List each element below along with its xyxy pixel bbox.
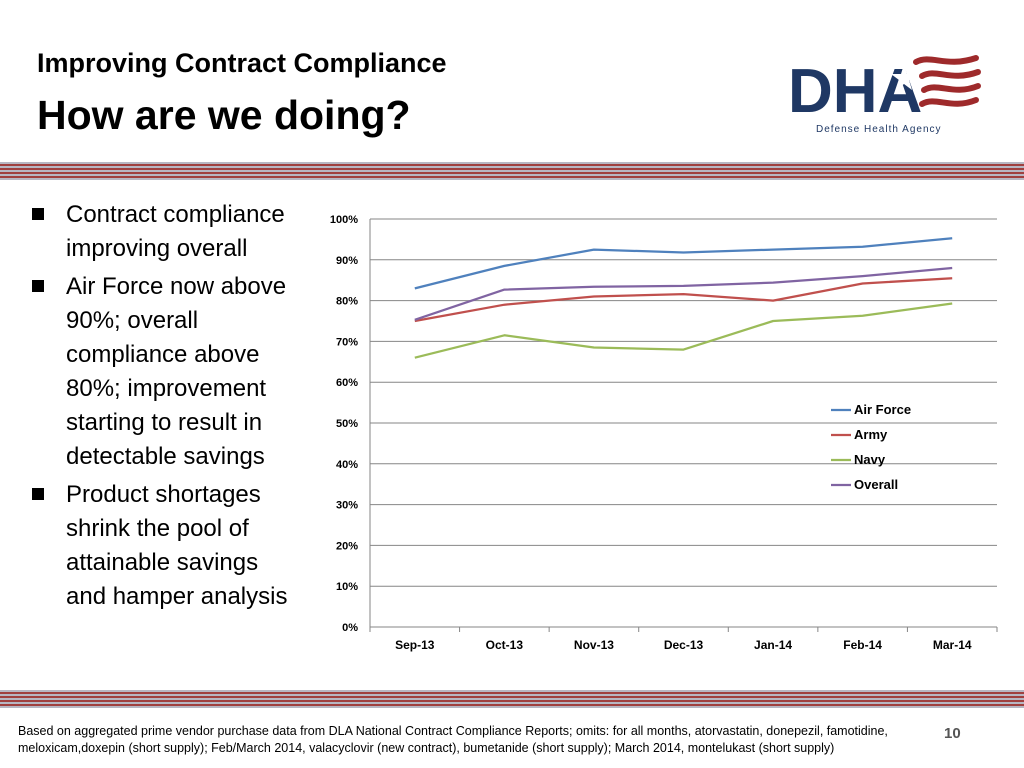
bullet-square-icon (32, 488, 44, 500)
footnote: Based on aggregated prime vendor purchas… (18, 724, 888, 755)
bullet-item: Contract compliance improving overall (30, 198, 295, 266)
header-divider-band (0, 162, 1024, 180)
y-tick-label: 80% (336, 296, 358, 308)
series-line-army (414, 277, 953, 323)
x-tick-label: Dec-13 (664, 638, 704, 652)
y-tick-label: 90% (336, 255, 358, 267)
bullet-square-icon (32, 280, 44, 292)
y-tick-label: 30% (336, 500, 358, 512)
logo-letters: DHA (788, 57, 922, 126)
x-tick-label: Sep-13 (395, 638, 435, 652)
series-line-air-force (414, 237, 953, 290)
legend-label: Air Force (854, 402, 911, 417)
slide-title: Improving Contract Compliance (37, 48, 447, 78)
y-tick-label: 70% (336, 336, 358, 348)
logo-flag-stripes (913, 55, 981, 107)
x-tick-label: Feb-14 (843, 638, 882, 652)
x-tick-label: Nov-13 (574, 638, 614, 652)
page-number: 10 (944, 725, 961, 742)
y-tick-label: 0% (342, 622, 358, 634)
x-tick-label: Mar-14 (933, 638, 972, 652)
y-tick-label: 50% (336, 418, 358, 430)
logo-tagline: Defense Health Agency (816, 124, 942, 135)
legend-label: Army (854, 427, 888, 442)
dha-logo: DHA Defense Health Agency (788, 55, 981, 135)
legend-label: Navy (854, 452, 886, 467)
compliance-line-chart: 0% 10% 20% 30% 40% 50% 60% 70% 80% 90% 100% Sep-13 O… (330, 214, 998, 652)
y-tick-label: 60% (336, 377, 358, 389)
y-tick-label: 10% (336, 581, 358, 593)
bullet-list: Contract compliance improving overall Ai… (30, 198, 295, 618)
y-tick-label: 40% (336, 459, 358, 471)
series-line-overall (414, 266, 953, 321)
series-line-navy (414, 302, 953, 359)
bullet-square-icon (32, 208, 44, 220)
bullet-text: Air Force now above 90%; overall complia… (66, 273, 287, 470)
y-tick-label: 100% (330, 214, 358, 226)
y-tick-label: 20% (336, 540, 358, 552)
x-tick-label: Oct-13 (486, 638, 524, 652)
bullet-text: Product shortages shrink the pool of att… (66, 481, 288, 610)
slide-subtitle: How are we doing? (37, 92, 411, 138)
legend-label: Overall (854, 477, 898, 492)
footer-divider-band (0, 690, 1024, 708)
logo-star-icon (891, 64, 917, 90)
bullet-item: Air Force now above 90%; overall complia… (30, 270, 295, 474)
x-tick-label: Jan-14 (754, 638, 792, 652)
bullet-item: Product shortages shrink the pool of att… (30, 478, 295, 614)
bullet-text: Contract compliance improving overall (66, 201, 285, 262)
